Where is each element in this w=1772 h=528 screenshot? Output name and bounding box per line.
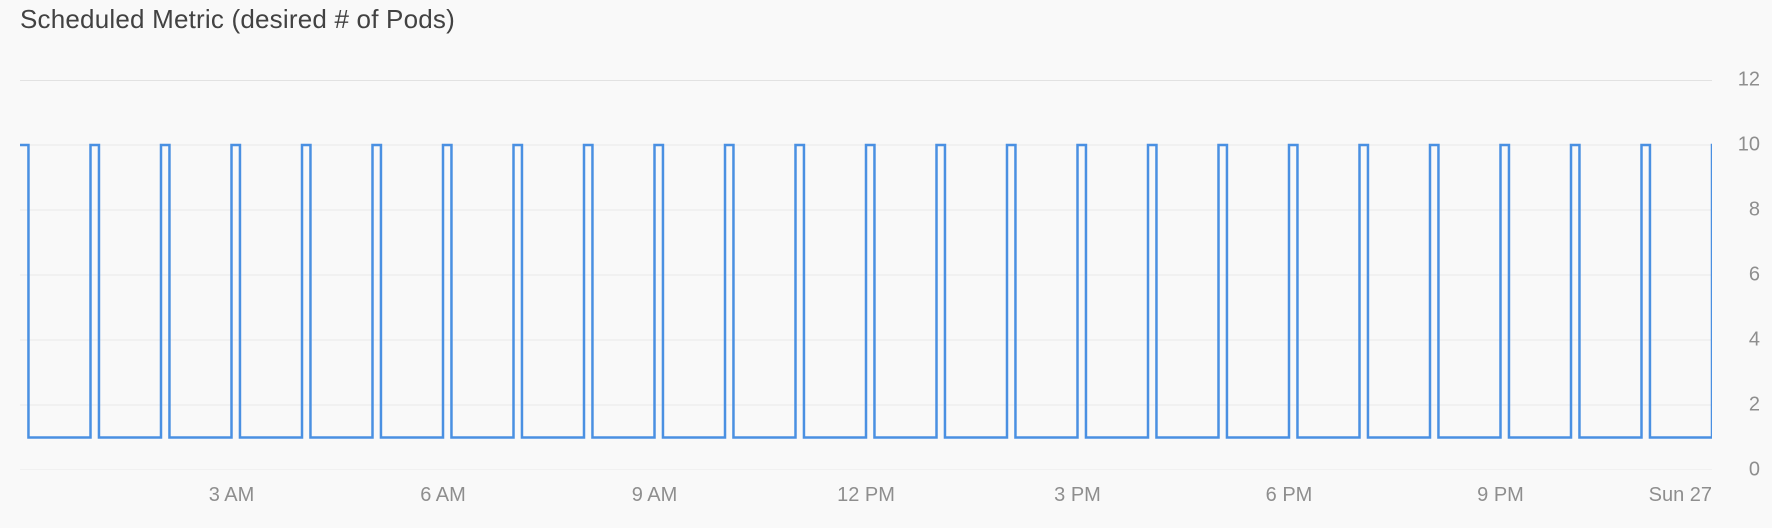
x-axis: 3 AM 6 AM 9 AM 12 PM 3 PM 6 PM 9 PM Sun 27 <box>20 478 1712 518</box>
x-tick-label: Sun 27 <box>1649 484 1712 507</box>
y-tick-label: 0 <box>1749 459 1760 482</box>
y-tick-label: 12 <box>1738 69 1760 92</box>
y-tick-label: 4 <box>1749 328 1760 351</box>
x-tick-label: 3 AM <box>209 484 255 507</box>
y-tick-label: 8 <box>1749 198 1760 221</box>
chart-title: Scheduled Metric (desired # of Pods) <box>20 4 455 35</box>
y-axis: 024681012 <box>1716 80 1760 470</box>
chart-svg <box>20 80 1712 470</box>
x-tick-label: 9 PM <box>1477 484 1524 507</box>
x-tick-label: 6 AM <box>420 484 466 507</box>
x-tick-label: 3 PM <box>1054 484 1101 507</box>
chart-plot-area[interactable] <box>20 80 1712 470</box>
x-tick-label: 9 AM <box>632 484 678 507</box>
x-tick-label: 12 PM <box>837 484 895 507</box>
x-tick-label: 6 PM <box>1266 484 1313 507</box>
y-tick-label: 10 <box>1738 133 1760 156</box>
y-tick-label: 2 <box>1749 394 1760 417</box>
y-tick-label: 6 <box>1749 264 1760 287</box>
chart-panel: Scheduled Metric (desired # of Pods) 0 2 4… <box>0 0 1772 528</box>
